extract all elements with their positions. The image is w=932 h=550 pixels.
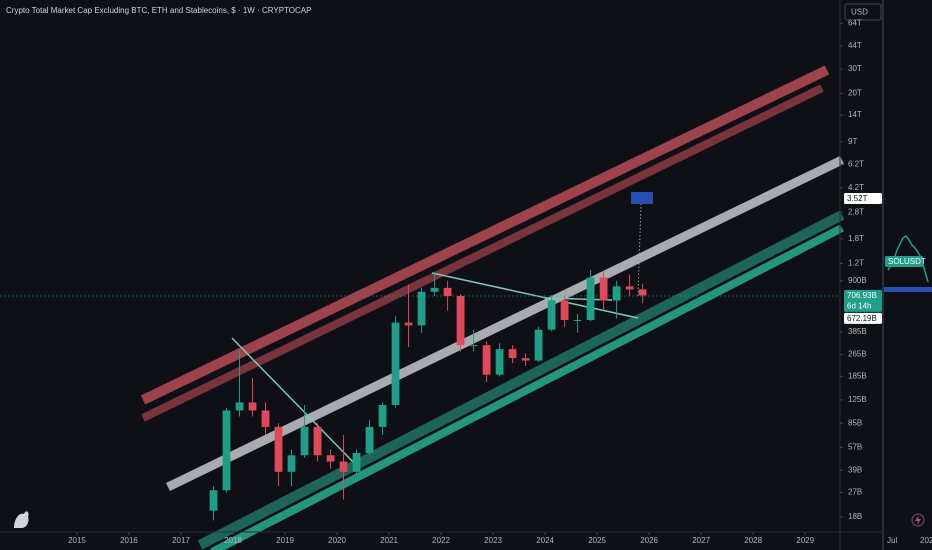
y-tick-label: 18B [848, 512, 862, 521]
candle-body [599, 277, 608, 301]
x-tick-label: 2021 [380, 536, 398, 545]
candle-body [560, 300, 569, 320]
channel-line [210, 224, 844, 550]
x-tick-label: 2020 [328, 536, 346, 545]
candle-body [404, 322, 413, 326]
x-tick-label: 2018 [224, 536, 242, 545]
side-x-label: Jul [887, 536, 897, 545]
y-tick-label: 265B [848, 350, 867, 359]
candle-body [443, 287, 452, 296]
chart-title: Crypto Total Market Cap Excluding BTC, E… [6, 6, 311, 15]
side-x-label: 202 [920, 536, 932, 545]
candle-body [482, 345, 491, 375]
price-label: 3.52T [847, 194, 868, 203]
y-tick-label: 9T [848, 137, 857, 146]
trend-line [231, 337, 357, 466]
side-symbol: SOLUSDT [888, 257, 926, 266]
x-tick-label: 2029 [796, 536, 814, 545]
channel-line [197, 210, 845, 550]
currency-button[interactable] [844, 3, 882, 21]
x-tick-label: 2027 [692, 536, 710, 545]
y-tick-label: 44T [848, 41, 862, 50]
currency-label[interactable]: USD [851, 8, 868, 17]
candle-body [495, 349, 504, 375]
candle-body [326, 455, 335, 462]
x-tick-label: 2019 [276, 536, 294, 545]
x-tick-label: 2015 [68, 536, 86, 545]
price-label-box [844, 312, 882, 324]
y-tick-label: 1.2T [848, 259, 864, 268]
candles [209, 269, 647, 521]
side-panel: SOLUSDT Jul 202 [884, 234, 932, 545]
candle-body [222, 410, 231, 491]
candle-body [521, 358, 530, 361]
side-symbol-box [885, 256, 923, 267]
candle-body [638, 289, 647, 296]
y-tick-label: 1.8T [848, 234, 864, 243]
price-label-box [844, 192, 882, 204]
y-tick-label: 14T [848, 110, 862, 119]
side-level [884, 287, 932, 292]
candle-body [417, 291, 426, 326]
x-tick-label: 2016 [120, 536, 138, 545]
candle-body [378, 404, 387, 427]
candle-body [300, 426, 309, 456]
candle-body [235, 402, 244, 411]
y-tick-label: 385B [848, 327, 867, 336]
candle-body [573, 319, 582, 321]
candle-body [365, 426, 374, 453]
y-tick-label: 900B [848, 276, 867, 285]
candle-body [339, 461, 348, 472]
candle-body [313, 426, 322, 456]
y-tick-label: 64T [848, 18, 862, 27]
x-tick-label: 2017 [172, 536, 190, 545]
candle-body [261, 410, 270, 427]
alert-bolt [915, 515, 921, 525]
channel-line [140, 65, 830, 405]
y-tick-label: 6.2T [848, 159, 864, 168]
y-tick-label: 4.2T [848, 183, 864, 192]
candle-body [391, 322, 400, 405]
price-label: 672.19B [847, 314, 877, 323]
x-tick-label: 2023 [484, 536, 502, 545]
y-tick-label: 85B [848, 418, 862, 427]
y-tick-label: 20T [848, 89, 862, 98]
candle-body [352, 452, 361, 472]
x-tick-label: 2028 [744, 536, 762, 545]
y-tick-label: 57B [848, 442, 862, 451]
y-tick-label: 30T [848, 64, 862, 73]
y-tick-label: 39B [848, 465, 862, 474]
x-tick-label: 2025 [588, 536, 606, 545]
x-tick-label: 2026 [640, 536, 658, 545]
candle-body [534, 329, 543, 361]
candle-body [274, 426, 283, 472]
x-tick-label: 2022 [432, 536, 450, 545]
candle-body [625, 286, 634, 290]
alert-icon[interactable] [911, 513, 925, 527]
candle-body [287, 455, 296, 472]
trend-line [431, 272, 639, 319]
projection-line [637, 203, 642, 297]
price-countdown: 6d 14h [847, 301, 871, 310]
candle-body [209, 490, 218, 511]
y-tick-label: 185B [848, 371, 867, 380]
y-tick-label: 2.8T [848, 207, 864, 216]
x-tick-label: 2024 [536, 536, 554, 545]
y-tick-label: 27B [848, 488, 862, 497]
candle-body [508, 349, 517, 359]
y-tick-label: 125B [848, 395, 867, 404]
candle-body [586, 277, 595, 320]
price-label: 706.93B [847, 291, 877, 300]
target-box [631, 192, 653, 204]
candle-body [456, 295, 465, 346]
candle-body [469, 345, 478, 347]
candle-body [430, 287, 439, 292]
candle-body [547, 300, 556, 330]
logo[interactable] [14, 511, 29, 528]
candle-body [248, 402, 257, 411]
price-label-box [844, 289, 882, 312]
candle-body [612, 286, 621, 301]
